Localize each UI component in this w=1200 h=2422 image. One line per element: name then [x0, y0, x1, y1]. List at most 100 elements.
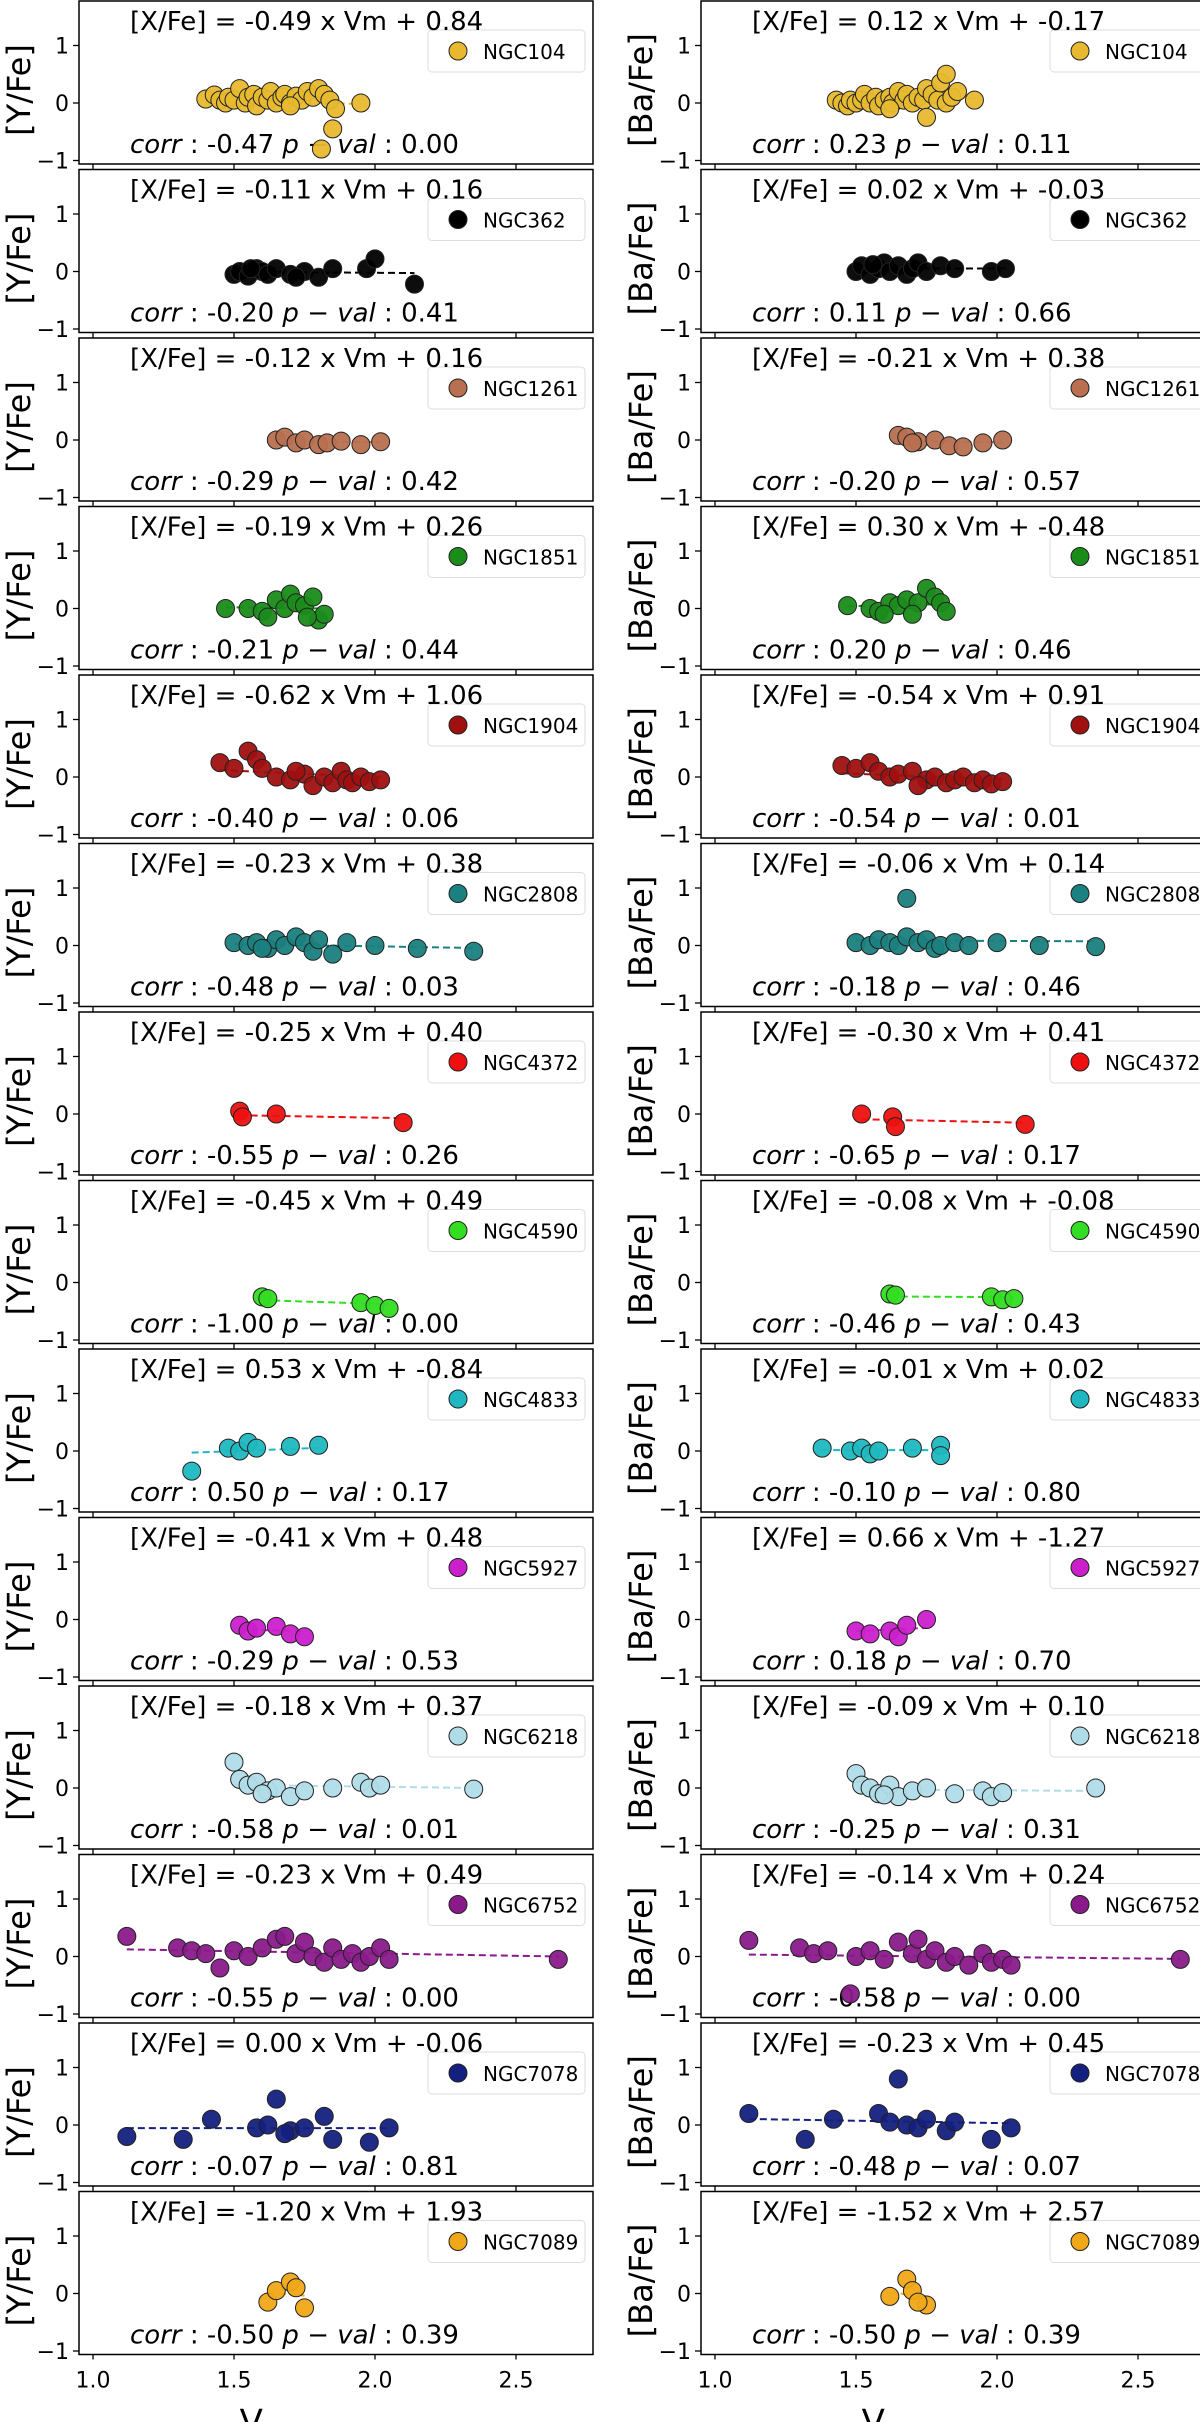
- y-tick-label: −1: [37, 1329, 69, 1354]
- data-point: [404, 274, 424, 294]
- legend-label: NGC104: [1105, 40, 1188, 64]
- legend-box: [427, 2051, 586, 2095]
- fit-equation: [X/Fe] = 0.66 x Vm + -1.27: [752, 1524, 1105, 1554]
- data-point: [945, 259, 965, 279]
- legend-marker: [448, 2063, 468, 2083]
- y-tick-label: 0: [55, 429, 69, 454]
- panel-ngc6752-y: corr : -0.55 p − val : 0.00: [73, 1853, 594, 2023]
- y-tick-label: 0: [677, 2114, 691, 2139]
- y-tick-label: 1: [55, 2225, 69, 2250]
- data-point: [897, 1615, 917, 1635]
- panel-frame: [700, 1011, 1200, 1176]
- data-point: [917, 1610, 936, 1629]
- fit-equation: [X/Fe] = -0.30 x Vm + 0.41: [752, 1018, 1105, 1048]
- data-point: [908, 1929, 928, 1949]
- correlation-text: corr : -0.29 p − val : 0.53: [130, 1647, 459, 1677]
- y-tick-label: 0: [677, 92, 691, 117]
- fit-equation: [X/Fe] = -0.19 x Vm + 0.26: [130, 513, 483, 543]
- y-tick-label: −1: [659, 1835, 691, 1860]
- y-axis-label: [Ba/Fe]: [622, 539, 660, 653]
- panel-ngc4590-ba: corr : -0.46 p − val : 0.43: [695, 1179, 1200, 1349]
- y-tick-label: 1: [677, 372, 691, 397]
- correlation-text: corr : -0.21 p − val : 0.44: [130, 636, 459, 666]
- data-point: [323, 944, 343, 964]
- legend-box: [427, 535, 586, 578]
- fit-equation: [X/Fe] = -0.21 x Vm + 0.38: [752, 344, 1105, 374]
- panel-ngc6218-y: corr : -0.58 p − val : 0.01: [73, 1685, 594, 1854]
- legend-label: NGC4590: [1105, 1220, 1200, 1244]
- correlation-text: corr : -0.20 p − val : 0.41: [130, 299, 459, 329]
- panel-ngc7078-y: corr : -0.07 p − val : 0.81: [73, 2022, 594, 2191]
- fit-equation: [X/Fe] = 0.53 x Vm + -0.84: [130, 1355, 483, 1385]
- data-point: [238, 1947, 258, 1966]
- y-tick-label: 0: [55, 1777, 69, 1802]
- legend-box: [427, 1883, 586, 1926]
- y-tick-label: 1: [55, 877, 69, 902]
- legend-label: NGC6218: [1105, 1725, 1200, 1749]
- y-tick-label: −1: [37, 318, 69, 343]
- legend-marker: [1070, 1389, 1090, 1409]
- data-point: [880, 99, 900, 119]
- legend-box: [1049, 703, 1200, 747]
- legend-box: [427, 366, 586, 410]
- data-point: [252, 758, 272, 778]
- panel-ngc5927-y: corr : -0.29 p − val : 0.53: [73, 1516, 594, 1686]
- x-tick-label: 2.0: [358, 2369, 393, 2394]
- legend-box: [1049, 198, 1200, 241]
- data-point: [295, 2118, 314, 2138]
- data-point: [852, 1104, 872, 1124]
- y-tick-label: 0: [55, 92, 69, 117]
- y-tick-label: 0: [55, 766, 69, 791]
- data-point: [464, 941, 484, 961]
- correlation-text: corr : -0.50 p − val : 0.39: [130, 2321, 459, 2351]
- correlation-text: corr : -0.58 p − val : 0.00: [752, 1984, 1081, 2014]
- data-point: [247, 1438, 267, 1458]
- x-tick-label: 1.0: [76, 2369, 111, 2394]
- y-axis-label: [Y/Fe]: [0, 213, 38, 305]
- panel-frame: [78, 1348, 594, 1513]
- legend-box: [427, 29, 586, 73]
- data-point: [266, 1104, 286, 1124]
- y-tick-label: 1: [55, 2057, 69, 2082]
- data-point: [232, 1107, 252, 1127]
- data-point: [981, 2129, 1001, 2149]
- data-point: [993, 1783, 1013, 1803]
- y-axis-label: [Y/Fe]: [0, 887, 38, 979]
- data-point: [953, 437, 973, 457]
- panel-frame: [78, 168, 594, 334]
- legend-box: [427, 1377, 586, 1421]
- y-tick-label: 0: [677, 766, 691, 791]
- legend-label: NGC6752: [483, 1894, 578, 1918]
- data-point: [874, 1785, 894, 1805]
- data-point: [869, 1441, 889, 1461]
- data-point: [309, 930, 329, 950]
- legend-box: [1049, 1546, 1200, 1589]
- data-point: [252, 1784, 272, 1804]
- data-point: [297, 607, 317, 627]
- data-point: [1086, 1778, 1106, 1798]
- x-axis-label: Vt: [862, 2403, 895, 2422]
- legend-box: [1049, 29, 1200, 73]
- legend-marker: [448, 547, 468, 566]
- y-axis-label: [Y/Fe]: [0, 2066, 38, 2158]
- panel-frame: [78, 0, 594, 165]
- y-axis-label: [Y/Fe]: [0, 381, 38, 473]
- data-point: [182, 1461, 202, 1481]
- data-point: [196, 1944, 216, 1964]
- data-point: [945, 1947, 965, 1966]
- data-point: [295, 1781, 314, 1801]
- data-point: [925, 1941, 945, 1961]
- legend-label: NGC4833: [483, 1388, 578, 1412]
- data-point: [314, 604, 334, 624]
- data-point: [295, 2298, 314, 2318]
- y-tick-label: −1: [37, 1835, 69, 1860]
- panel-frame: [78, 1685, 594, 1850]
- y-tick-label: 1: [677, 2225, 691, 2250]
- correlation-text: corr : -0.48 p − val : 0.07: [752, 2152, 1081, 2182]
- legend-marker: [448, 378, 468, 398]
- data-point: [371, 1775, 391, 1795]
- y-tick-label: −1: [37, 1161, 69, 1186]
- y-axis-label: [Ba/Fe]: [622, 370, 660, 484]
- y-axis-label: [Ba/Fe]: [622, 1044, 660, 1158]
